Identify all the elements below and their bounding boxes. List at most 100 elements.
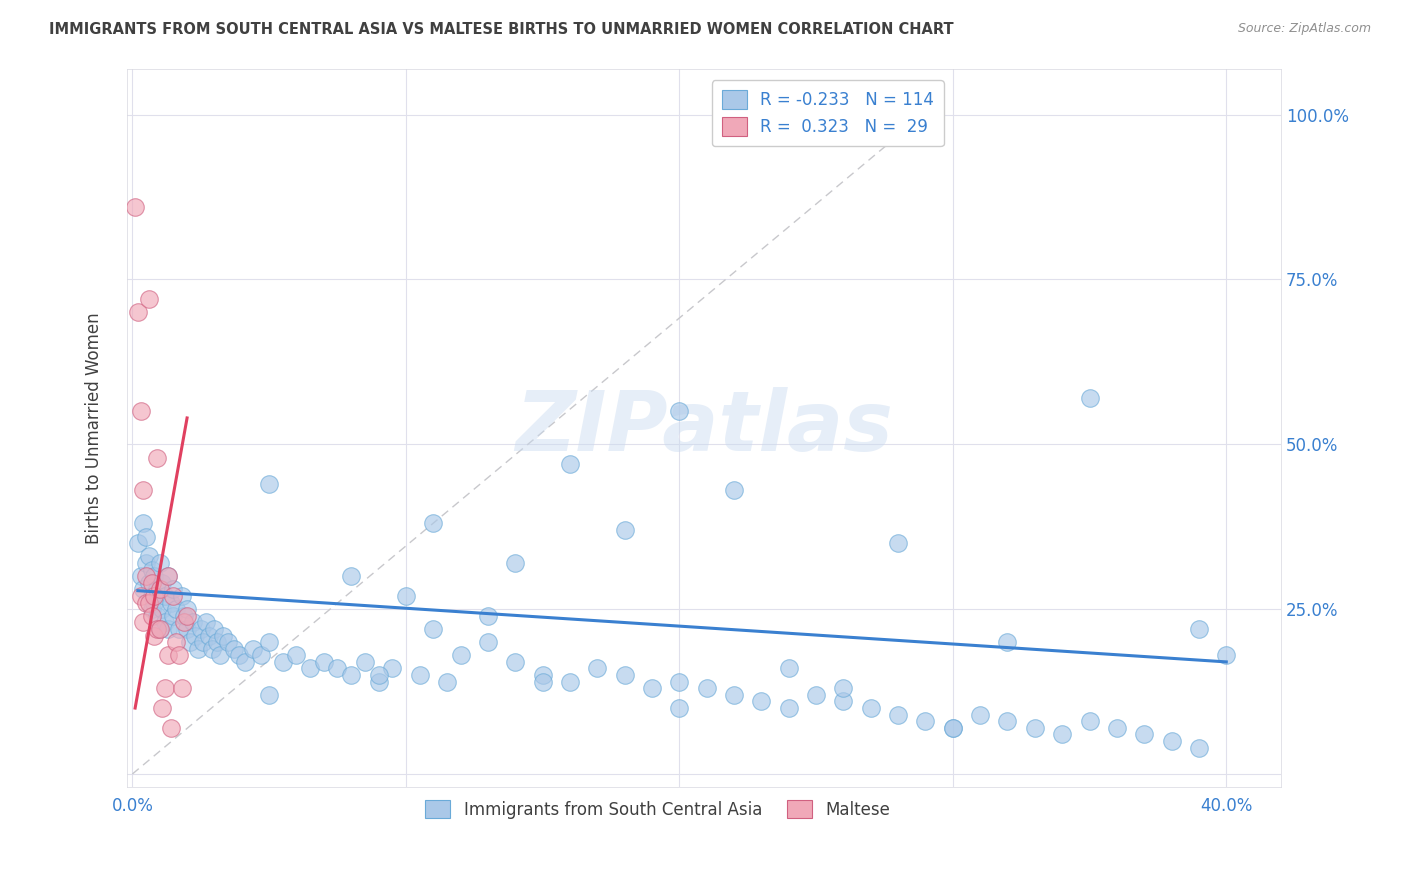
- Point: [135, 596, 157, 610]
- Y-axis label: Births to Unmarried Women: Births to Unmarried Women: [86, 312, 103, 543]
- Point: [222, 641, 245, 656]
- Text: IMMIGRANTS FROM SOUTH CENTRAL ASIA VS MALTESE BIRTHS TO UNMARRIED WOMEN CORRELAT: IMMIGRANTS FROM SOUTH CENTRAL ASIA VS MA…: [49, 22, 953, 37]
- Point: [696, 681, 718, 696]
- Point: [143, 628, 166, 642]
- Point: [436, 674, 458, 689]
- Point: [181, 615, 204, 630]
- Point: [132, 582, 155, 597]
- Point: [422, 622, 444, 636]
- Point: [503, 655, 526, 669]
- Point: [132, 615, 155, 630]
- Point: [257, 476, 280, 491]
- Point: [173, 608, 195, 623]
- Point: [723, 483, 745, 498]
- Point: [187, 641, 209, 656]
- Point: [887, 707, 910, 722]
- Point: [198, 628, 221, 642]
- Point: [146, 622, 169, 636]
- Point: [129, 404, 152, 418]
- Point: [190, 622, 212, 636]
- Point: [242, 641, 264, 656]
- Point: [149, 582, 172, 597]
- Point: [832, 694, 855, 708]
- Point: [162, 608, 184, 623]
- Point: [997, 714, 1019, 729]
- Point: [153, 589, 176, 603]
- Point: [832, 681, 855, 696]
- Point: [143, 569, 166, 583]
- Point: [152, 701, 174, 715]
- Point: [1024, 721, 1046, 735]
- Point: [668, 701, 690, 715]
- Point: [141, 575, 163, 590]
- Point: [135, 530, 157, 544]
- Point: [353, 655, 375, 669]
- Point: [184, 628, 207, 642]
- Point: [326, 661, 349, 675]
- Point: [193, 635, 215, 649]
- Point: [531, 668, 554, 682]
- Point: [312, 655, 335, 669]
- Point: [778, 701, 800, 715]
- Point: [156, 569, 179, 583]
- Point: [558, 674, 581, 689]
- Point: [668, 404, 690, 418]
- Point: [477, 635, 499, 649]
- Point: [176, 602, 198, 616]
- Point: [129, 589, 152, 603]
- Point: [159, 721, 181, 735]
- Point: [143, 596, 166, 610]
- Point: [195, 615, 218, 630]
- Point: [138, 293, 160, 307]
- Point: [146, 608, 169, 623]
- Point: [367, 674, 389, 689]
- Point: [132, 516, 155, 531]
- Point: [141, 563, 163, 577]
- Point: [381, 661, 404, 675]
- Point: [668, 674, 690, 689]
- Legend: Immigrants from South Central Asia, Maltese: Immigrants from South Central Asia, Malt…: [419, 794, 897, 826]
- Point: [135, 556, 157, 570]
- Point: [233, 655, 256, 669]
- Point: [162, 589, 184, 603]
- Point: [285, 648, 308, 663]
- Point: [228, 648, 250, 663]
- Point: [1215, 648, 1237, 663]
- Point: [146, 450, 169, 465]
- Point: [969, 707, 991, 722]
- Point: [132, 483, 155, 498]
- Point: [914, 714, 936, 729]
- Point: [124, 200, 146, 214]
- Point: [153, 615, 176, 630]
- Point: [153, 681, 176, 696]
- Point: [859, 701, 882, 715]
- Point: [1188, 622, 1211, 636]
- Point: [129, 569, 152, 583]
- Point: [395, 589, 418, 603]
- Point: [1105, 721, 1128, 735]
- Text: Source: ZipAtlas.com: Source: ZipAtlas.com: [1237, 22, 1371, 36]
- Point: [141, 602, 163, 616]
- Point: [138, 596, 160, 610]
- Point: [179, 635, 201, 649]
- Point: [149, 622, 172, 636]
- Point: [997, 635, 1019, 649]
- Text: ZIPatlas: ZIPatlas: [515, 387, 893, 468]
- Point: [170, 589, 193, 603]
- Point: [152, 575, 174, 590]
- Point: [170, 681, 193, 696]
- Point: [138, 549, 160, 564]
- Point: [135, 569, 157, 583]
- Point: [723, 688, 745, 702]
- Point: [257, 635, 280, 649]
- Point: [299, 661, 322, 675]
- Point: [778, 661, 800, 675]
- Point: [176, 608, 198, 623]
- Point: [1078, 391, 1101, 405]
- Point: [165, 602, 187, 616]
- Point: [558, 457, 581, 471]
- Point: [156, 622, 179, 636]
- Point: [167, 622, 190, 636]
- Point: [477, 608, 499, 623]
- Point: [149, 622, 172, 636]
